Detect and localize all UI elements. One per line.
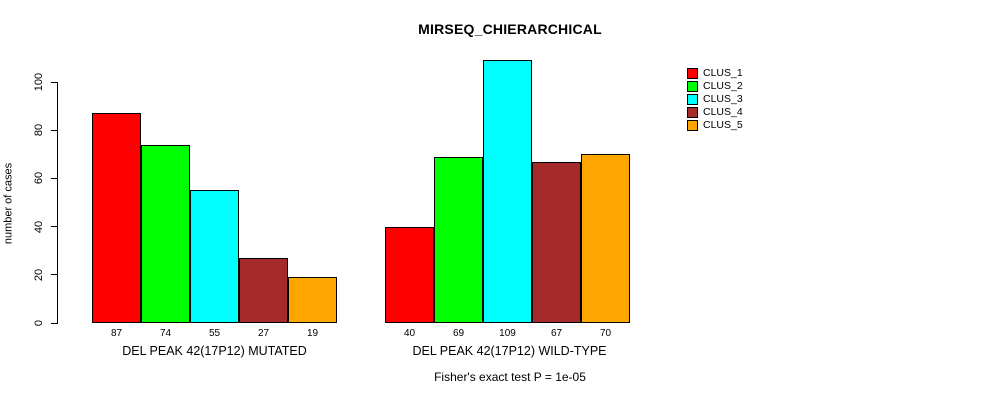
legend-item-label: CLUS_4 (703, 106, 743, 118)
y-axis-tick (51, 81, 57, 83)
bar-value-label: 27 (257, 328, 270, 339)
legend-item-label: CLUS_2 (703, 80, 743, 92)
group-label-wildtype: DEL PEAK 42(17P12) WILD-TYPE (412, 344, 607, 358)
y-axis-label: number of cases (2, 162, 15, 245)
bar-value-label: 55 (208, 328, 221, 339)
chart-title: MIRSEQ_CHIERARCHICAL (418, 21, 602, 37)
legend-item-label: CLUS_1 (703, 67, 743, 79)
legend-item-label: CLUS_5 (703, 119, 743, 131)
bar-value-label: 19 (306, 328, 319, 339)
y-axis-tick-label: 100 (33, 72, 45, 92)
bar-value-label: 74 (159, 328, 172, 339)
bar (141, 145, 190, 323)
bar (288, 277, 337, 323)
group-label-mutated: DEL PEAK 42(17P12) MUTATED (122, 344, 307, 358)
legend-swatch (687, 81, 698, 92)
bar (581, 154, 630, 323)
bar (190, 190, 239, 323)
legend-swatch (687, 94, 698, 105)
footer-annotation: Fisher's exact test P = 1e-05 (434, 370, 586, 384)
bar-value-label: 109 (499, 328, 516, 339)
legend-swatch (687, 120, 698, 131)
bar-value-label: 87 (110, 328, 123, 339)
bar (532, 162, 581, 323)
bar (434, 157, 483, 323)
bar-value-label: 40 (403, 328, 416, 339)
y-axis-tick (51, 274, 57, 276)
y-axis-tick (51, 226, 57, 228)
bar (92, 113, 141, 323)
y-axis-tick (51, 322, 57, 324)
bar-value-label: 67 (550, 328, 563, 339)
bar (239, 258, 288, 323)
legend-swatch (687, 68, 698, 79)
bar (385, 227, 434, 323)
y-axis-line (57, 82, 58, 324)
y-axis-tick (51, 129, 57, 131)
legend-swatch (687, 107, 698, 118)
bar-value-label: 69 (452, 328, 465, 339)
bar (483, 60, 532, 323)
legend-item-label: CLUS_3 (703, 93, 743, 105)
y-axis-tick (51, 177, 57, 179)
bar-value-label: 70 (599, 328, 612, 339)
